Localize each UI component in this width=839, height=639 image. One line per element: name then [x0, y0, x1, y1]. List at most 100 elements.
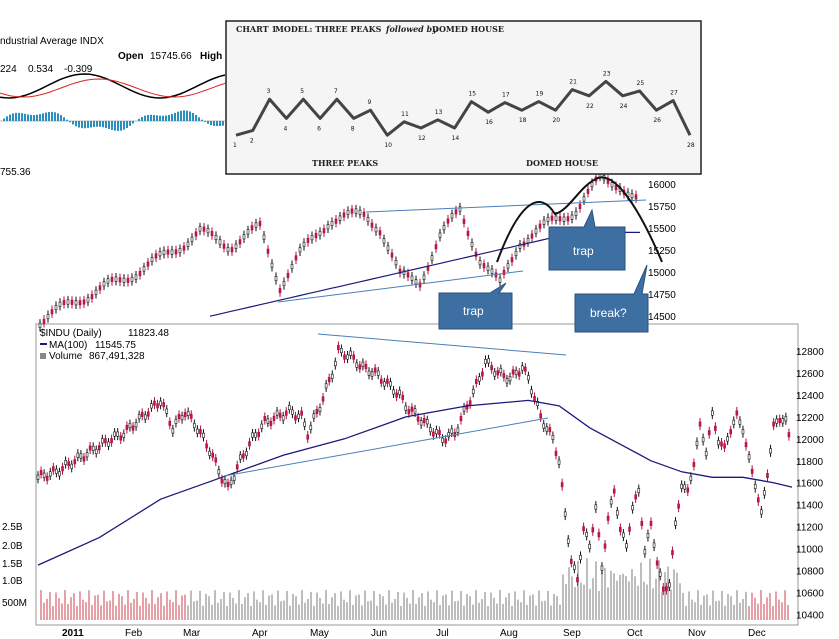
- volume-bar: [304, 602, 306, 620]
- bottom-upper-trendline: [317, 333, 567, 356]
- bottom-candle-body: [42, 472, 46, 478]
- top-candle-body: [198, 226, 202, 232]
- volume-bar: [319, 597, 321, 620]
- bottom-candle-body: [346, 354, 349, 360]
- volume-bar: [751, 592, 753, 620]
- volume-bar: [541, 601, 543, 620]
- macd-histogram-bar: [72, 121, 74, 125]
- volume-bar: [265, 605, 267, 620]
- volume-bar: [595, 561, 597, 620]
- bottom-candle-body: [131, 425, 135, 431]
- top-candle-body: [250, 225, 254, 231]
- volume-bar: [676, 572, 678, 620]
- bottom-candle-body: [763, 490, 766, 496]
- macd-histogram-bar: [138, 118, 140, 121]
- top-candle-body: [570, 214, 574, 220]
- bottom-candle-body: [729, 429, 732, 435]
- bottom-candle-body: [419, 420, 423, 426]
- volume-bars: [40, 558, 789, 620]
- top-candle-body: [102, 281, 106, 287]
- bottom-candle-body: [594, 504, 598, 510]
- volume-bar: [154, 604, 156, 620]
- bottom-candle-body: [505, 378, 509, 384]
- volume-bar: [787, 604, 789, 620]
- bottom-candle-body: [665, 586, 668, 592]
- bottom-candle-body: [303, 421, 306, 427]
- bottom-candle-body: [119, 435, 123, 441]
- macd-histogram-bar: [99, 121, 101, 127]
- volume-bar: [763, 603, 765, 620]
- bottom-candle-body: [104, 438, 107, 444]
- volume-bar: [259, 602, 261, 620]
- bottom-candle-body: [383, 381, 386, 387]
- volume-bar: [112, 590, 114, 620]
- volume-bar: [472, 604, 474, 620]
- volume-bar: [373, 590, 375, 620]
- volume-tick-label: 500M: [2, 598, 27, 609]
- bottom-candle-body: [465, 404, 469, 410]
- macd-histogram-bar: [30, 114, 32, 121]
- bottom-candle-body: [330, 373, 334, 379]
- volume-bar: [286, 590, 288, 620]
- bottom-candle-body: [496, 370, 500, 376]
- top-candle-body: [342, 212, 346, 218]
- volume-bar: [766, 597, 768, 620]
- break-text: break?: [590, 306, 627, 320]
- volume-bar: [781, 602, 783, 620]
- volume-bar: [52, 605, 54, 620]
- bottom-candle-body: [168, 420, 172, 426]
- volume-bar: [673, 569, 675, 620]
- top-candle-body: [42, 318, 46, 324]
- volume-bar: [241, 604, 243, 620]
- volume-bar: [247, 593, 249, 620]
- bottom-candle-body: [753, 484, 757, 490]
- model-point-label: 8: [351, 125, 355, 132]
- volume-bar: [697, 590, 699, 620]
- volume-bar: [262, 590, 264, 620]
- volume-bar: [733, 604, 735, 620]
- volume-bar: [589, 588, 591, 620]
- macd-histogram-bar: [120, 121, 122, 131]
- macd-histogram-bar: [12, 113, 14, 121]
- bottom-candle-body: [208, 450, 211, 456]
- bottom-candle-body: [680, 483, 683, 489]
- top-candle-body: [610, 182, 614, 188]
- top-candle-body: [258, 221, 262, 227]
- break-callout: [574, 264, 649, 333]
- bottom-candle-body: [499, 367, 503, 373]
- top-candle-body: [82, 299, 86, 305]
- volume-bar: [685, 605, 687, 620]
- bottom-y-tick-label: 11000: [796, 545, 824, 556]
- top-candle-body: [298, 247, 302, 253]
- volume-bar: [151, 590, 153, 620]
- volume-bar: [58, 597, 60, 620]
- x-tick-label: Mar: [183, 628, 201, 639]
- macd-histogram-bar: [51, 111, 53, 121]
- volume-bar: [208, 596, 210, 620]
- macd-histogram-bar: [123, 121, 125, 130]
- bottom-candle-body: [640, 520, 644, 526]
- top-candle-body: [582, 196, 586, 202]
- bottom-candle-body: [67, 461, 70, 467]
- volume-bar: [463, 605, 465, 620]
- model-point-label: 20: [552, 117, 560, 124]
- top-candle-body: [574, 210, 578, 216]
- macd-histogram-bar: [15, 112, 17, 121]
- volume-bar: [451, 590, 453, 620]
- volume-bar: [730, 596, 732, 620]
- volume-bar: [646, 584, 648, 620]
- bottom-candle-body: [429, 427, 432, 433]
- volume-bar: [181, 595, 183, 620]
- macd-signal-line: [0, 78, 226, 98]
- top-candle-body: [70, 299, 74, 305]
- volume-bar: [136, 591, 138, 620]
- bottom-candle-body: [407, 409, 411, 415]
- volume-bar: [217, 602, 219, 620]
- bottom-candle-body: [223, 479, 227, 485]
- macd-histogram-bar: [213, 121, 215, 126]
- bottom-candle-body: [235, 464, 239, 470]
- volume-bar: [340, 591, 342, 620]
- macd-histogram-bar: [195, 114, 197, 121]
- bottom-candle-body: [692, 462, 696, 467]
- bottom-candle-body: [324, 383, 328, 389]
